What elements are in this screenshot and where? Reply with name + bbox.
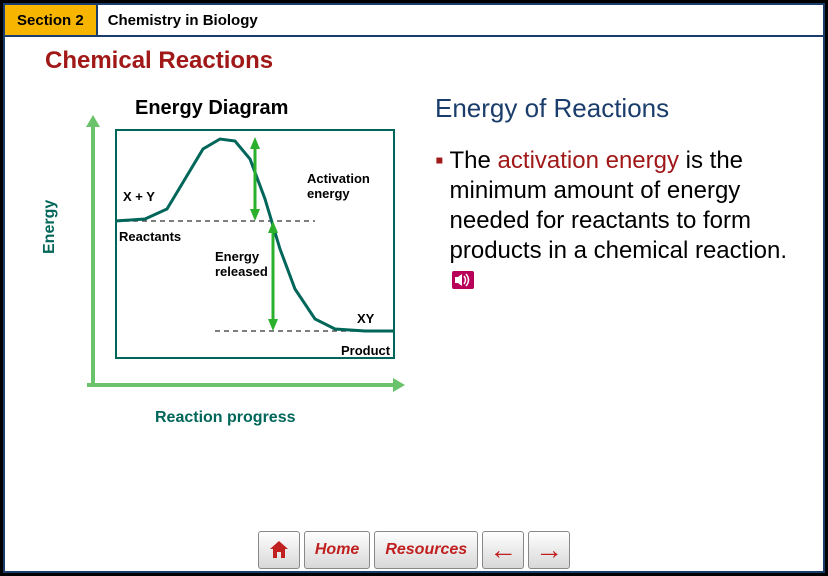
product-formula-label: XY <box>357 311 374 326</box>
audio-icon[interactable] <box>452 267 474 297</box>
bullet-item: ▪ The activation energy is the minimum a… <box>435 146 793 297</box>
diagram-column: Energy Diagram Energy Reaction progress <box>45 89 415 419</box>
bullet-text: The activation energy is the minimum amo… <box>450 146 793 297</box>
slide-title: Chemical Reactions <box>45 47 793 75</box>
diagram-title: Energy Diagram <box>135 97 288 120</box>
y-axis-arrow <box>91 125 95 385</box>
vocab-term: activation energy <box>498 147 679 174</box>
prev-button[interactable]: ← <box>482 531 524 569</box>
home-button[interactable] <box>258 531 300 569</box>
header-bar: Section 2 Chemistry in Biology <box>5 5 823 37</box>
two-column-layout: Energy Diagram Energy Reaction progress <box>45 89 793 419</box>
left-arrow-icon: ← <box>489 536 517 564</box>
released-arrow-up <box>268 221 278 233</box>
y-axis-label: Energy <box>41 200 59 254</box>
plot-svg <box>115 129 395 359</box>
bullet-prefix: The <box>450 147 498 174</box>
resources-button[interactable]: Resources <box>374 531 478 569</box>
x-axis-label: Reaction progress <box>155 409 295 427</box>
x-axis-arrow <box>87 383 395 387</box>
section-tab: Section 2 <box>5 5 98 37</box>
energy-diagram: Energy Diagram Energy Reaction progress <box>45 89 405 419</box>
energy-released-label: Energy released <box>215 249 268 279</box>
home-label-button[interactable]: Home <box>304 531 370 569</box>
activation-arrow-down <box>250 209 260 221</box>
product-label: Product <box>341 343 390 358</box>
activation-label: Activation energy <box>307 171 370 201</box>
released-arrow-down <box>268 319 278 331</box>
slide-frame: Section 2 Chemistry in Biology Chemical … <box>3 3 825 573</box>
content-area: Chemical Reactions Energy Diagram Energy… <box>5 37 823 521</box>
bullet-square-icon: ▪ <box>435 146 444 176</box>
footer-toolbar: Home Resources ← → <box>5 523 823 571</box>
reactant-formula-label: X + Y <box>123 189 155 204</box>
chapter-title: Chemistry in Biology <box>98 12 258 29</box>
activation-arrow-up <box>250 137 260 149</box>
slide-subtitle: Energy of Reactions <box>435 93 793 124</box>
right-arrow-icon: → <box>535 536 563 564</box>
text-column: Energy of Reactions ▪ The activation ene… <box>435 89 793 419</box>
next-button[interactable]: → <box>528 531 570 569</box>
reactants-label: Reactants <box>119 229 181 244</box>
